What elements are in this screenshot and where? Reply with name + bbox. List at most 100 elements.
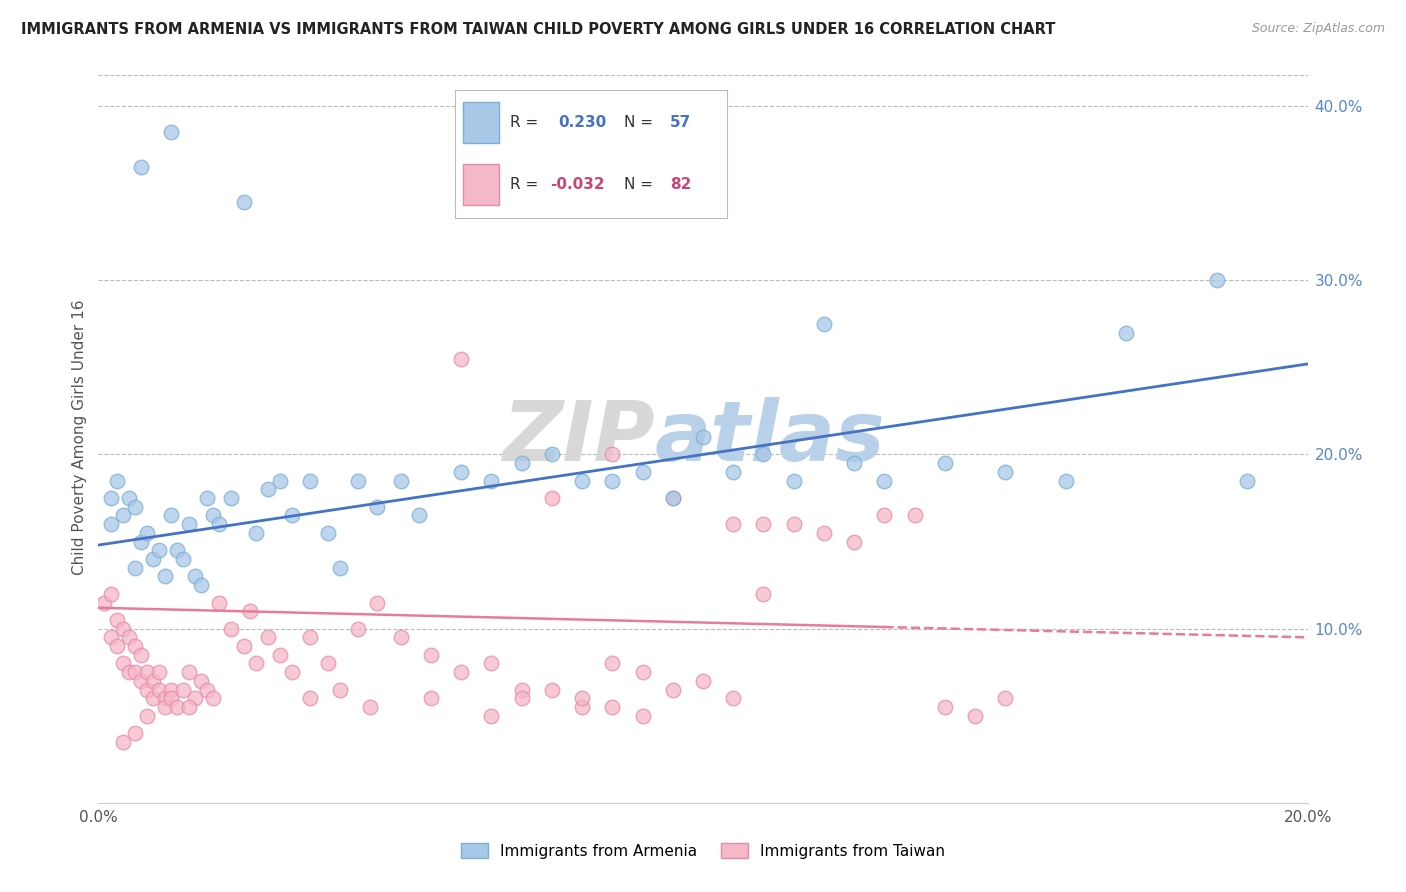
Point: [202, 691, 225, 706]
Legend: Immigrants from Armenia, Immigrants from Taiwan: Immigrants from Armenia, Immigrants from…: [454, 837, 952, 864]
Point: [450, 351, 472, 366]
Point: [752, 587, 775, 601]
Point: [135, 665, 157, 680]
Point: [202, 508, 225, 523]
Point: [299, 474, 322, 488]
Point: [994, 465, 1017, 479]
Point: [602, 657, 624, 671]
Point: [752, 448, 775, 462]
Point: [420, 691, 443, 706]
Point: [281, 508, 304, 523]
Point: [904, 508, 927, 523]
Point: [232, 194, 254, 209]
Point: [160, 691, 183, 706]
Point: [661, 682, 683, 697]
Point: [153, 700, 176, 714]
Point: [571, 691, 593, 706]
Point: [124, 639, 146, 653]
Point: [347, 622, 370, 636]
Point: [195, 491, 218, 505]
Point: [100, 491, 122, 505]
Point: [100, 631, 122, 645]
Point: [299, 691, 322, 706]
Point: [329, 560, 352, 574]
Point: [540, 491, 562, 505]
Point: [661, 491, 683, 505]
Point: [389, 474, 412, 488]
Point: [571, 700, 593, 714]
Point: [124, 500, 146, 514]
Point: [631, 665, 654, 680]
Point: [481, 657, 503, 671]
Point: [124, 726, 146, 740]
Point: [934, 700, 956, 714]
Point: [994, 691, 1017, 706]
Point: [934, 456, 956, 470]
Point: [510, 691, 533, 706]
Point: [135, 525, 157, 540]
Point: [813, 525, 835, 540]
Point: [142, 673, 165, 688]
Point: [105, 639, 128, 653]
Point: [208, 517, 231, 532]
Point: [166, 543, 188, 558]
Point: [299, 631, 322, 645]
Point: [100, 517, 122, 532]
Point: [118, 631, 141, 645]
Point: [129, 673, 152, 688]
Point: [269, 474, 291, 488]
Point: [540, 448, 562, 462]
Text: ZIP: ZIP: [502, 397, 655, 477]
Point: [1115, 326, 1137, 340]
Point: [631, 708, 654, 723]
Point: [153, 569, 176, 583]
Point: [1206, 273, 1229, 287]
Point: [316, 525, 339, 540]
Point: [329, 682, 352, 697]
Point: [129, 534, 152, 549]
Point: [124, 665, 146, 680]
Point: [1054, 474, 1077, 488]
Point: [172, 682, 194, 697]
Point: [450, 665, 472, 680]
Point: [723, 465, 745, 479]
Point: [148, 665, 170, 680]
Y-axis label: Child Poverty Among Girls Under 16: Child Poverty Among Girls Under 16: [72, 300, 87, 574]
Point: [661, 491, 683, 505]
Point: [172, 552, 194, 566]
Point: [752, 517, 775, 532]
Point: [510, 682, 533, 697]
Point: [190, 673, 212, 688]
Point: [184, 569, 207, 583]
Point: [281, 665, 304, 680]
Point: [179, 700, 201, 714]
Point: [813, 317, 835, 331]
Point: [256, 631, 278, 645]
Point: [269, 648, 291, 662]
Text: atlas: atlas: [655, 397, 886, 477]
Point: [540, 682, 562, 697]
Point: [481, 474, 503, 488]
Point: [366, 595, 388, 609]
Point: [111, 735, 134, 749]
Point: [256, 483, 278, 497]
Point: [118, 491, 141, 505]
Point: [844, 456, 866, 470]
Point: [602, 700, 624, 714]
Point: [723, 517, 745, 532]
Point: [221, 622, 243, 636]
Point: [692, 430, 714, 444]
Point: [965, 708, 987, 723]
Point: [366, 500, 388, 514]
Text: Source: ZipAtlas.com: Source: ZipAtlas.com: [1251, 22, 1385, 36]
Point: [316, 657, 339, 671]
Point: [124, 560, 146, 574]
Point: [129, 648, 152, 662]
Text: IMMIGRANTS FROM ARMENIA VS IMMIGRANTS FROM TAIWAN CHILD POVERTY AMONG GIRLS UNDE: IMMIGRANTS FROM ARMENIA VS IMMIGRANTS FR…: [21, 22, 1056, 37]
Point: [245, 657, 267, 671]
Point: [692, 673, 714, 688]
Point: [510, 456, 533, 470]
Point: [135, 708, 157, 723]
Point: [408, 508, 430, 523]
Point: [111, 508, 134, 523]
